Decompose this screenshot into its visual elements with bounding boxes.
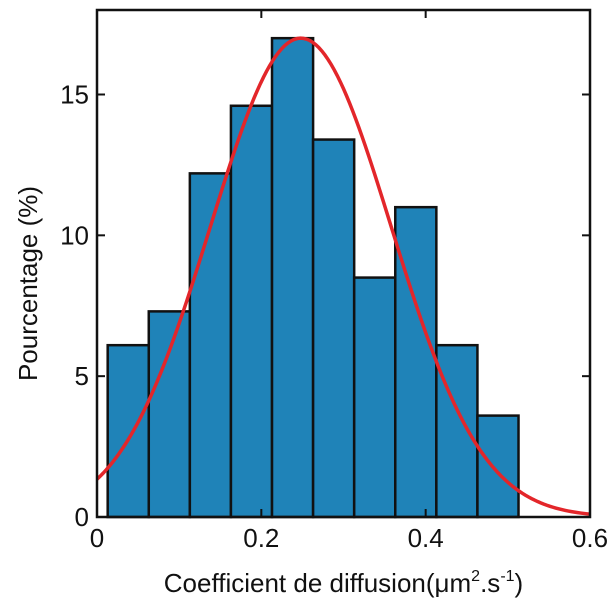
histogram-bar-6 [311, 138, 356, 519]
y-tick-label-2: 5 [75, 361, 89, 391]
x-tick-label-1: 0 [90, 523, 104, 553]
histogram-bar-7 [352, 276, 397, 519]
y-axis-label: Pourcentage (%) [13, 186, 43, 381]
y-tick-label-1: 0 [75, 502, 89, 532]
histogram-bar-10 [476, 414, 520, 519]
y-tick-label-3: 10 [60, 220, 89, 250]
histogram-bars [106, 36, 520, 519]
histogram-bar-5 [270, 36, 315, 519]
y-axis-ticks: 0 5 10 15 [60, 80, 590, 532]
histogram-bar-9 [435, 343, 479, 519]
plot-frame [95, 8, 592, 519]
histogram-bar-4 [229, 104, 274, 519]
histogram-bar-1 [106, 343, 151, 519]
x-tick-label-3: 0.4 [408, 523, 444, 553]
x-tick-label-2: 0.2 [243, 523, 279, 553]
x-tick-label-4: 0.6 [572, 523, 608, 553]
y-tick-label-4: 15 [60, 80, 89, 110]
x-axis-ticks: 0 0.2 0.4 0.6 [90, 10, 608, 553]
x-axis-label: Coefficient de diffusion(μm2.s-1) [164, 568, 523, 598]
histogram-bar-2 [147, 310, 192, 519]
gaussian-fit-curve [95, 36, 591, 516]
